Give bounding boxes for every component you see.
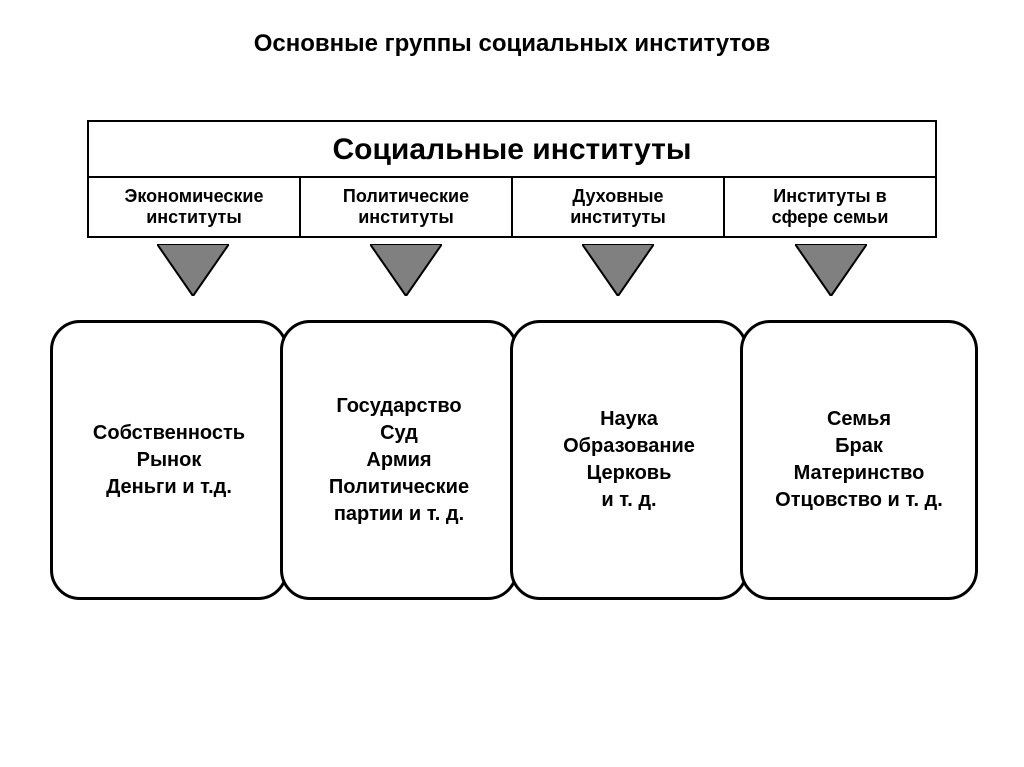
- triangle-down-icon: [582, 244, 654, 296]
- table-row: Экономические институты Политические инс…: [89, 178, 935, 236]
- page-title: Основные группы социальных институтов: [0, 30, 1024, 58]
- triangle-down-icon: [370, 244, 442, 296]
- table-cell-economic: Экономические институты: [89, 178, 301, 236]
- arrow-family: [725, 244, 938, 296]
- table-header: Социальные институты: [89, 122, 935, 178]
- arrow-spiritual: [512, 244, 725, 296]
- category-table: Социальные институты Экономические инсти…: [87, 120, 937, 238]
- examples-row: Собственность Рынок Деньги и т.д. Госуда…: [50, 320, 978, 600]
- box-spiritual: Наука Образование Церковь и т. д.: [510, 320, 748, 600]
- table-cell-family: Институты в сфере семьи: [725, 178, 935, 236]
- triangle-down-icon: [795, 244, 867, 296]
- arrow-political: [300, 244, 513, 296]
- triangle-down-icon: [157, 244, 229, 296]
- box-political: Государство Суд Армия Политические парти…: [280, 320, 518, 600]
- arrow-row: [87, 244, 937, 296]
- box-economic: Собственность Рынок Деньги и т.д.: [50, 320, 288, 600]
- table-cell-political: Политические институты: [301, 178, 513, 236]
- arrow-economic: [87, 244, 300, 296]
- box-family: Семья Брак Материнство Отцовство и т. д.: [740, 320, 978, 600]
- table-cell-spiritual: Духовные институты: [513, 178, 725, 236]
